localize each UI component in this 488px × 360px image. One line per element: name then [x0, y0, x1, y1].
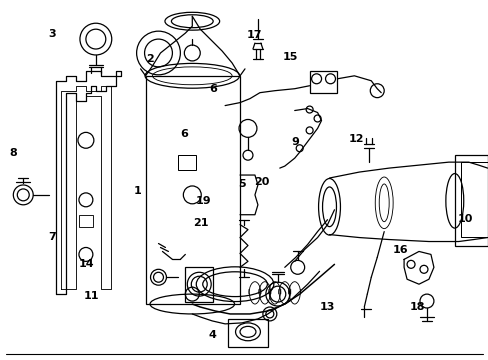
- Text: 14: 14: [79, 259, 94, 269]
- Text: 19: 19: [195, 197, 210, 206]
- Bar: [460, 162, 487, 237]
- Bar: [185, 267, 213, 302]
- Bar: [309, 71, 337, 93]
- Bar: [178, 155, 196, 170]
- Text: 6: 6: [208, 84, 216, 94]
- Text: 17: 17: [246, 30, 262, 40]
- Text: 21: 21: [193, 218, 208, 228]
- Text: 3: 3: [48, 28, 56, 39]
- Text: 15: 15: [283, 52, 298, 62]
- Text: 5: 5: [238, 179, 245, 189]
- Text: 7: 7: [48, 232, 56, 242]
- Text: 6: 6: [180, 129, 187, 139]
- Bar: [79, 215, 93, 227]
- Text: 8: 8: [10, 148, 18, 158]
- Bar: [145, 76, 240, 304]
- Text: 20: 20: [253, 177, 269, 187]
- Text: 13: 13: [319, 302, 334, 312]
- Text: 18: 18: [408, 302, 424, 312]
- Text: 4: 4: [208, 330, 216, 341]
- Text: 11: 11: [83, 291, 99, 301]
- Bar: [454, 155, 487, 247]
- Text: 2: 2: [145, 54, 153, 64]
- Bar: [227, 319, 267, 347]
- Text: 10: 10: [457, 214, 472, 224]
- Text: 12: 12: [348, 134, 364, 144]
- Text: 9: 9: [291, 138, 299, 148]
- Text: 1: 1: [133, 186, 141, 196]
- Text: 16: 16: [391, 245, 407, 255]
